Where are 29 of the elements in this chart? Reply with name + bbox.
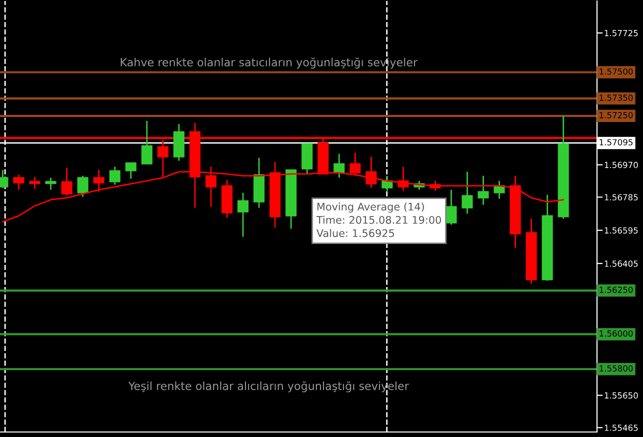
candlestick: [45, 177, 56, 190]
ref-line-label: 1.55800: [600, 365, 633, 372]
ref-line-label: 1.57500: [600, 68, 633, 75]
y-tick-label: 1.56970: [604, 162, 638, 168]
ref-line-label: 1.56000: [600, 330, 633, 337]
ref-line-label: 1.57095: [600, 139, 633, 146]
candlestick: [478, 175, 489, 206]
annotation: Moving Average (14) Time: 2015.08.21 19:00 Value: 1.56925: [316, 202, 441, 238]
y-tick-label: 1.56785: [604, 194, 638, 200]
candlestick: [125, 162, 136, 180]
y-tick-label: 1.56405: [604, 260, 638, 267]
annotation: Kahve renkte olanlar satıcıların yoğunlaştığı seviyeler: [120, 58, 418, 69]
ref-line-label: 1.57350: [600, 94, 633, 101]
candlestick: [109, 166, 120, 186]
annotation: Yeşil renkte olanlar alıcıların yoğunlaştığı seviyeler: [128, 381, 409, 392]
y-tick-label: 1.55465: [604, 424, 638, 431]
candlestick: [29, 176, 40, 190]
ref-line-label: 1.56250: [600, 286, 633, 293]
candlestick: [141, 120, 152, 164]
candlestick: [446, 189, 457, 226]
y-tick-label: 1.56595: [604, 227, 638, 234]
ref-line-label: 1.57250: [600, 112, 633, 118]
candlestick: [13, 174, 24, 190]
candlestick: [237, 192, 249, 238]
y-tick-label: 1.57725: [604, 30, 638, 36]
candlestick: [334, 153, 345, 178]
y-tick-label: 1.55650: [604, 392, 638, 399]
candlestick: [77, 175, 88, 198]
candlestick: [462, 171, 473, 214]
